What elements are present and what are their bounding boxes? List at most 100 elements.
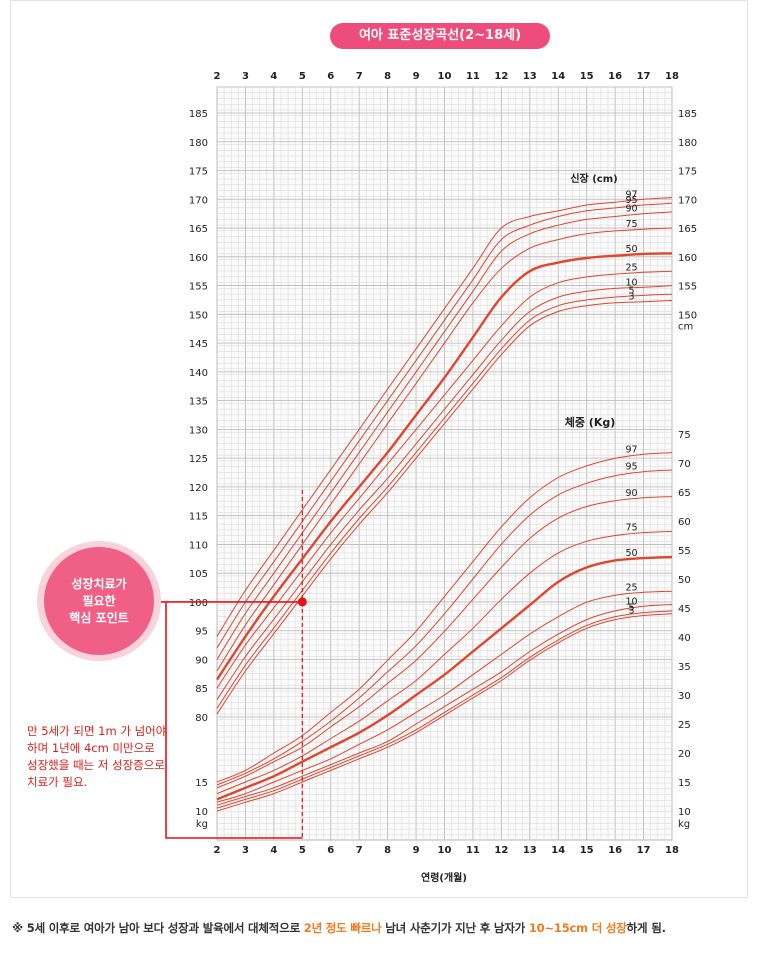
height-tick-label-left: 175 [189, 167, 208, 178]
height-tick-label-right: 160 [678, 253, 697, 264]
height-tick-label-left: 95 [195, 627, 208, 638]
x-tick-label-top: 7 [356, 71, 363, 82]
weight-unit-label-right: kg [678, 819, 690, 830]
weight-percentile-label: 75 [626, 523, 638, 534]
height-curve-p25 [216, 270, 673, 689]
weight-tick-label-right: 70 [678, 459, 691, 470]
weight-tick-label-right: 55 [678, 546, 691, 557]
height-curve-label: 신장 (cm) [570, 172, 617, 185]
height-tick-label-right: 175 [678, 167, 697, 178]
weight-curve-p75 [216, 530, 673, 795]
weight-tick-label-left: 15 [195, 778, 208, 789]
x-tick-label-bottom: 14 [551, 845, 565, 856]
x-axis-label: 연령(개월) [421, 871, 467, 884]
x-tick-label-bottom: 15 [580, 845, 594, 856]
weight-percentile-label: 97 [626, 444, 638, 455]
height-tick-label-left: 100 [189, 598, 208, 609]
x-tick-label-top: 12 [494, 71, 508, 82]
x-tick-label-top: 11 [466, 71, 480, 82]
weight-curve-p3 [216, 613, 673, 812]
weight-percentile-label: 50 [626, 548, 638, 559]
weight-percentile-label: 10 [626, 596, 638, 607]
height-tick-label-left: 105 [189, 569, 208, 580]
weight-curve-p97 [216, 452, 673, 783]
weight-tick-label-right: 50 [678, 575, 691, 586]
axis-labels: 2233445566778899101011111212131314141515… [189, 71, 697, 856]
height-tick-label-left: 120 [189, 483, 208, 494]
x-tick-label-bottom: 12 [494, 845, 508, 856]
x-tick-label-bottom: 2 [214, 845, 221, 856]
footer-highlight-1: 2년 정도 빠르나 [303, 921, 382, 935]
x-tick-label-top: 16 [608, 71, 622, 82]
x-tick-label-bottom: 11 [466, 845, 480, 856]
weight-tick-label-right: 45 [678, 604, 691, 615]
x-tick-label-bottom: 5 [299, 845, 306, 856]
highlight-bracket [165, 601, 303, 839]
weight-tick-label-right: 75 [678, 430, 691, 441]
chart-title: 여아 표준성장곡선(2~18세) [330, 23, 550, 49]
callout-line: 필요한 [82, 593, 116, 608]
height-tick-label-left: 110 [189, 540, 208, 551]
height-percentile-label: 90 [626, 204, 638, 215]
weight-tick-label-right: 30 [678, 691, 691, 702]
x-tick-label-top: 15 [580, 71, 594, 82]
height-tick-label-right: 185 [678, 109, 697, 120]
height-tick-label-right: 150 [678, 310, 697, 321]
weight-curve-label: 체중 (Kg) [565, 415, 616, 429]
weight-unit-label-left: kg [196, 819, 208, 830]
height-tick-label-left: 85 [195, 684, 208, 695]
weight-percentile-label: 5 [629, 603, 635, 614]
weight-curve-p50 [216, 555, 673, 801]
callout-line: 핵심 포인트 [69, 610, 129, 625]
note-line: 만 5세가 되면 1m 가 넘어야 [27, 724, 167, 738]
weight-curve-p90 [216, 496, 673, 789]
weight-tick-label-right: 15 [678, 778, 691, 789]
height-curve-p90 [216, 211, 673, 660]
height-percentile-label: 97 [626, 189, 638, 200]
height-tick-label-left: 165 [189, 224, 208, 235]
weight-curve-p95 [216, 469, 673, 786]
height-tick-label-left: 160 [189, 253, 208, 264]
height-percentile-label: 75 [626, 219, 638, 230]
height-tick-label-left: 155 [189, 282, 208, 293]
x-tick-label-bottom: 10 [438, 845, 452, 856]
height-tick-label-left: 180 [189, 138, 208, 149]
height-tick-label-left: 125 [189, 454, 208, 465]
height-curve-p75 [216, 227, 673, 672]
footer-middle: 남녀 사춘기가 지난 후 남자가 [381, 921, 529, 935]
x-tick-label-top: 8 [384, 71, 391, 82]
footer-prefix: ※ 5세 이후로 여아가 남아 보다 성장과 발육에서 대체적으로 [12, 921, 304, 935]
x-tick-label-top: 2 [214, 71, 221, 82]
height-tick-label-right: 165 [678, 224, 697, 235]
height-tick-label-left: 145 [189, 339, 208, 350]
height-curve-p10 [216, 285, 673, 700]
footer-suffix: 하게 됨. [626, 921, 666, 935]
x-tick-label-top: 9 [413, 71, 420, 82]
height-tick-label-right: 170 [678, 195, 697, 206]
callout-line: 성장치료가 [71, 576, 127, 591]
weight-percentile-label: 95 [626, 462, 638, 473]
height-tick-label-left: 150 [189, 310, 208, 321]
callout-badge: 성장치료가 필요한 핵심 포인트 [44, 547, 154, 655]
height-curve-p3 [216, 300, 673, 715]
height-tick-label-left: 170 [189, 195, 208, 206]
height-percentile-label: 5 [629, 285, 635, 296]
height-curve-p95 [216, 202, 673, 649]
weight-tick-label-right: 60 [678, 517, 691, 528]
height-tick-label-left: 135 [189, 397, 208, 408]
weight-tick-label-right: 35 [678, 662, 691, 673]
x-tick-label-bottom: 18 [665, 845, 679, 856]
weight-tick-label-right: 20 [678, 749, 691, 760]
grid [216, 86, 673, 841]
x-tick-label-bottom: 4 [270, 845, 277, 856]
x-tick-label-top: 6 [327, 71, 334, 82]
note-line: 치료가 필요. [27, 775, 88, 789]
height-tick-label-left: 185 [189, 109, 208, 120]
x-tick-label-bottom: 8 [384, 845, 391, 856]
footer-highlight-2: 10~15cm 더 성장 [528, 921, 627, 935]
weight-tick-label-right: 40 [678, 633, 691, 644]
x-tick-label-top: 3 [242, 71, 249, 82]
weight-curve-p25 [216, 590, 673, 803]
note-line: 하며 1년에 4cm 미만으로 [27, 741, 155, 755]
